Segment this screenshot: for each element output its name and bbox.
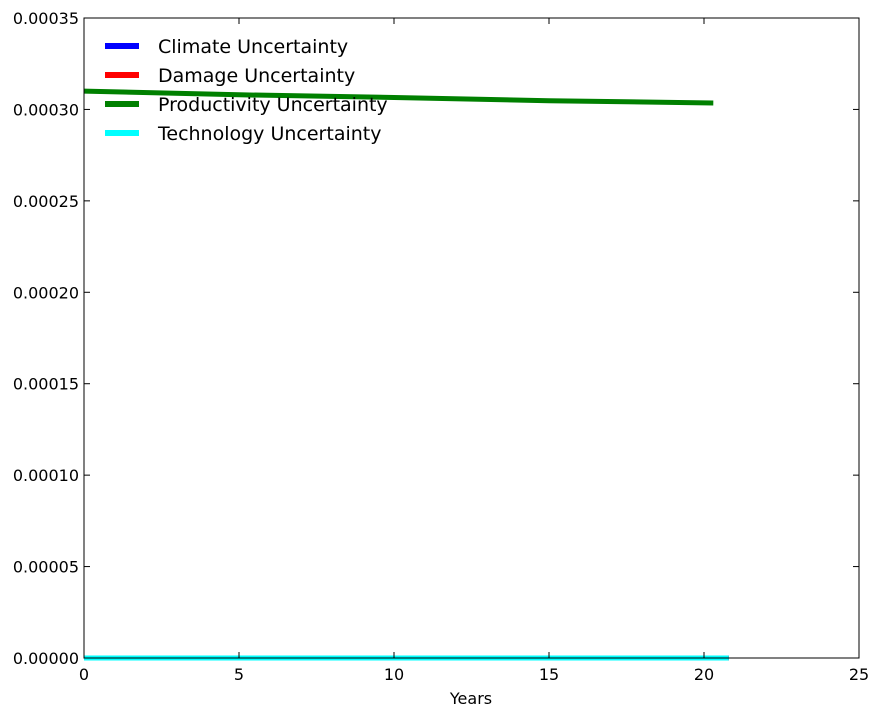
y-tick-label: 0.00005 <box>13 558 79 577</box>
y-tick-label: 0.00010 <box>13 466 79 485</box>
y-tick-label: 0.00035 <box>13 9 79 28</box>
legend: Climate Uncertainty Damage Uncertainty Pro… <box>105 36 388 145</box>
legend-label-damage-uncertainty: Damage Uncertainty <box>158 65 355 87</box>
x-tick-label: 20 <box>694 665 714 684</box>
y-tick-label: 0.00025 <box>13 192 79 211</box>
y-tick-label: 0.00020 <box>13 283 79 302</box>
legend-label-technology-uncertainty: Technology Uncertainty <box>157 123 381 145</box>
y-tick-label: 0.00000 <box>13 649 79 668</box>
x-tick-label: 25 <box>849 665 869 684</box>
y-tick-label: 0.00015 <box>13 375 79 394</box>
x-tick-label: 5 <box>234 665 244 684</box>
plot-area <box>84 18 859 658</box>
legend-label-productivity-uncertainty: Productivity Uncertainty <box>158 94 388 116</box>
x-axis-label: Years <box>449 689 492 708</box>
ticks-layer: 0 5 10 15 20 25 0.00000 0.00005 0.00010 0.00015 0.… <box>13 9 869 684</box>
x-tick-label: 15 <box>539 665 559 684</box>
legend-label-climate-uncertainty: Climate Uncertainty <box>158 36 348 58</box>
plot-frame <box>83 17 860 659</box>
y-tick-label: 0.00030 <box>13 100 79 119</box>
x-tick-label: 10 <box>384 665 404 684</box>
series-line-productivity-uncertainty <box>83 88 714 106</box>
x-tick-label: 0 <box>79 665 89 684</box>
